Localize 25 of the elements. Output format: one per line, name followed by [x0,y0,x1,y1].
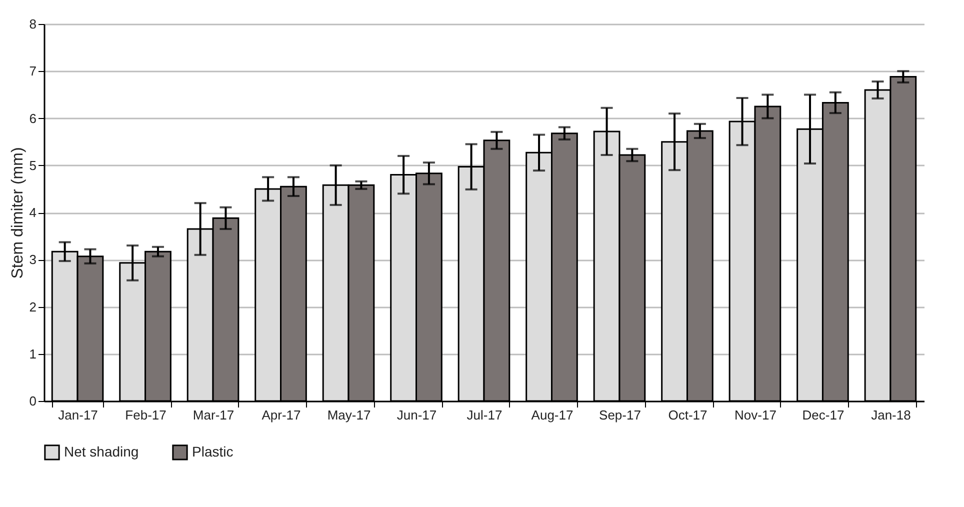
x-tick-label: Oct-17 [668,408,708,422]
x-tick-label: Jan-17 [58,408,98,422]
y-tick-label: 3 [29,252,36,268]
y-tick-label: 4 [29,205,36,220]
y-tick-label: 1 [29,346,36,362]
y-tick-label: 5 [29,158,36,173]
x-tick-label: Aug-17 [531,408,574,422]
x-tick-label: Sep-17 [599,408,641,422]
y-tick-label: 8 [29,16,36,32]
y-tick-label: 0 [29,394,36,408]
x-tick-label: Jan-18 [871,408,911,422]
x-tick-label: Jun-17 [396,408,437,422]
x-tick-label: Dec-17 [802,408,844,422]
y-tick-label: 2 [29,299,36,314]
y-tick-label: 6 [29,110,36,126]
y-axis-title: Stem dimiter (mm) [9,147,26,279]
legend-label: Plastic [192,443,234,460]
x-tick-label: Mar-17 [192,408,234,422]
x-tick-label: Feb-17 [125,408,166,422]
x-tick-label: May-17 [327,408,371,422]
x-tick-label: Jul-17 [466,408,502,422]
x-tick-label: Apr-17 [262,408,301,422]
y-tick-label: 7 [29,64,36,79]
x-tick-label: Nov-17 [734,408,776,422]
legend-label: Net shading [64,443,139,460]
